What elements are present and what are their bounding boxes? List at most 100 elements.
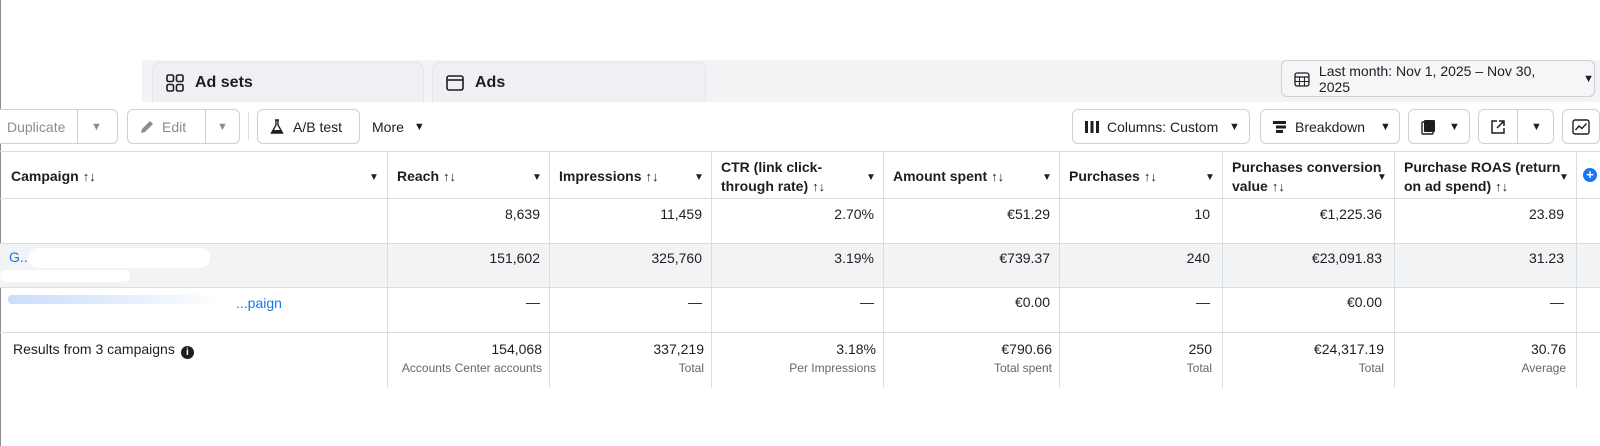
cell-reach: 8,639 — [504, 206, 540, 222]
tab-ads-label: Ads — [475, 73, 506, 91]
duplicate-label: Duplicate — [7, 118, 66, 135]
cell-impressions: — — [688, 294, 702, 310]
reports-icon — [1421, 120, 1435, 135]
sort-icon: ↑↓ — [991, 169, 1005, 184]
more-button[interactable]: More ▼ — [372, 109, 425, 144]
chevron-down-icon[interactable]: ▼ — [866, 172, 876, 183]
cell-ctr: — — [860, 294, 874, 310]
export-icon — [1491, 120, 1505, 134]
column-header-campaign[interactable]: Campaign ↑↓ — [11, 168, 96, 184]
total-roas-note: Average — [1521, 361, 1566, 375]
chevron-down-icon: ▼ — [1229, 120, 1240, 133]
charts-button[interactable] — [1562, 109, 1600, 144]
chevron-down-icon[interactable]: ▼ — [1205, 172, 1215, 183]
toolbar-divider — [248, 112, 249, 140]
sort-icon: ↑↓ — [82, 169, 96, 184]
duplicate-button[interactable]: Duplicate ▼ — [0, 109, 118, 144]
add-column-icon[interactable]: + — [1583, 168, 1597, 182]
column-header-amount-spent[interactable]: Amount spent ↑↓ — [893, 168, 1005, 184]
chevron-down-icon: ▼ — [413, 120, 425, 133]
total-amount-spent: €790.66 — [1001, 341, 1052, 357]
chevron-down-icon[interactable]: ▼ — [1559, 172, 1569, 183]
ab-test-button[interactable]: A/B test — [257, 109, 360, 144]
total-ctr: 3.18% — [836, 341, 876, 357]
total-conversion-value: €24,317.19 — [1313, 341, 1384, 357]
column-header-impressions[interactable]: Impressions ↑↓ — [559, 168, 659, 184]
ab-test-label: A/B test — [293, 118, 343, 135]
column-header-purchases[interactable]: Purchases ↑↓ — [1069, 168, 1157, 184]
window-edge — [0, 0, 1, 446]
column-header-purchase-roas[interactable]: Purchase ROAS (return on ad spend) ↑↓ — [1404, 159, 1561, 194]
cell-conversion-value: €1,225.36 — [1319, 206, 1382, 222]
column-header-reach[interactable]: Reach ↑↓ — [397, 168, 457, 184]
edit-label: Edit — [162, 118, 187, 135]
columns-button[interactable]: Columns: Custom ▼ — [1072, 109, 1250, 144]
sort-icon: ↑↓ — [812, 179, 826, 194]
cell-ctr: 2.70% — [834, 206, 874, 222]
breakdown-label: Breakdown — [1295, 118, 1366, 135]
columns-icon — [1085, 121, 1099, 133]
cell-impressions: 11,459 — [660, 206, 702, 222]
cell-amount-spent: €51.29 — [1007, 206, 1050, 222]
export-button[interactable]: ▼ — [1478, 109, 1554, 144]
cell-ctr: 3.19% — [834, 250, 874, 266]
more-label: More — [372, 118, 404, 135]
total-roas: 30.76 — [1530, 341, 1566, 357]
breakdown-button[interactable]: Breakdown ▼ — [1260, 109, 1400, 144]
cell-roas: 23.89 — [1528, 206, 1564, 222]
cell-conversion-value: €23,091.83 — [1311, 250, 1382, 266]
campaign-name-link[interactable]: G... — [9, 249, 32, 265]
results-summary-label: Results from 3 campaigns i — [13, 341, 194, 359]
sort-icon: ↑↓ — [645, 169, 659, 184]
total-conversion-value-note: Total — [1358, 361, 1384, 375]
chevron-down-icon[interactable]: ▼ — [217, 120, 228, 133]
chevron-down-icon[interactable]: ▼ — [369, 172, 379, 183]
redaction — [0, 270, 130, 282]
cell-amount-spent: €739.37 — [999, 250, 1050, 266]
cell-purchases: 10 — [1194, 206, 1210, 222]
ad-sets-icon — [166, 73, 184, 92]
chevron-down-icon[interactable]: ▼ — [91, 120, 102, 133]
reports-button[interactable]: ▼ — [1408, 109, 1470, 144]
tab-ad-sets[interactable]: Ad sets — [152, 62, 424, 102]
cell-reach: 151,602 — [489, 250, 540, 266]
cell-reach: — — [526, 294, 540, 310]
redaction — [28, 248, 210, 268]
cell-conversion-value: €0.00 — [1346, 294, 1382, 310]
edit-button[interactable]: Edit ▼ — [127, 109, 240, 144]
total-impressions: 337,219 — [653, 341, 704, 357]
breakdown-icon — [1273, 121, 1286, 133]
cell-roas: — — [1550, 294, 1564, 310]
total-reach-note: Accounts Center accounts — [401, 361, 542, 375]
chevron-down-icon[interactable]: ▼ — [1377, 172, 1387, 183]
date-range-picker[interactable]: Last month: Nov 1, 2025 – Nov 30, 2025 ▼ — [1281, 60, 1595, 97]
flask-icon — [270, 119, 284, 134]
sort-icon: ↑↓ — [1143, 169, 1157, 184]
campaign-name-link[interactable]: ...paign — [236, 295, 282, 311]
chevron-down-icon[interactable]: ▼ — [1531, 120, 1542, 133]
table-row-highlight — [0, 243, 1600, 287]
column-header-ctr[interactable]: CTR (link click-through rate) ↑↓ — [721, 159, 826, 194]
sort-icon: ↑↓ — [1271, 179, 1285, 194]
cell-roas: 31.23 — [1528, 250, 1564, 266]
line-chart-icon — [1572, 118, 1590, 135]
total-impressions-note: Total — [678, 361, 704, 375]
redaction — [8, 295, 223, 304]
chevron-down-icon[interactable]: ▼ — [532, 172, 542, 183]
tab-ads[interactable]: Ads — [432, 62, 706, 102]
cell-purchases: 240 — [1186, 250, 1210, 266]
column-header-purchases-conversion-value[interactable]: Purchases conversion value ↑↓ — [1232, 159, 1382, 194]
sort-icon: ↑↓ — [443, 169, 457, 184]
tab-ad-sets-label: Ad sets — [195, 73, 253, 91]
cell-impressions: 325,760 — [651, 250, 702, 266]
chevron-down-icon: ▼ — [1449, 120, 1460, 133]
info-icon[interactable]: i — [180, 346, 194, 359]
chevron-down-icon[interactable]: ▼ — [1042, 172, 1052, 183]
total-amount-spent-note: Total spent — [993, 361, 1052, 375]
calendar-icon — [1294, 71, 1310, 87]
cell-purchases: — — [1196, 294, 1210, 310]
total-purchases: 250 — [1188, 341, 1212, 357]
ads-icon — [446, 74, 464, 91]
pencil-icon — [141, 121, 153, 133]
chevron-down-icon[interactable]: ▼ — [694, 172, 704, 183]
